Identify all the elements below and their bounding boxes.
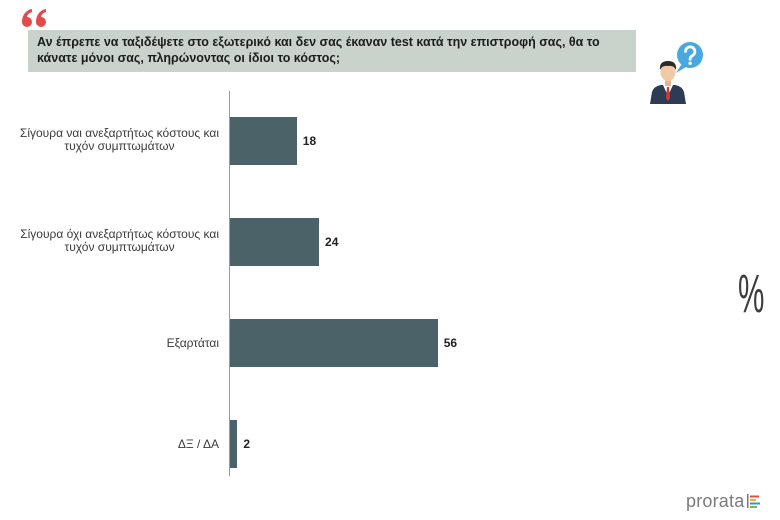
- category-label: Σίγουρα ναι ανεξαρτήτως κόστους και τυχό…: [20, 127, 219, 153]
- bar: [230, 117, 297, 165]
- category-label-container: Σίγουρα ναι ανεξαρτήτως κόστους και τυχό…: [0, 127, 219, 155]
- bar: [230, 420, 237, 468]
- category-label: Εξαρτάται: [167, 337, 219, 350]
- category-label-container: ΔΞ / ΔΑ: [0, 435, 219, 453]
- category-label: ΔΞ / ΔΑ: [178, 438, 219, 451]
- prorata-logo: prorata: [686, 489, 761, 513]
- value-label: 56: [444, 336, 457, 350]
- value-label: 2: [243, 437, 250, 451]
- value-label: 24: [325, 235, 338, 249]
- bar: [230, 218, 319, 266]
- category-label: Σίγουρα όχι ανεξαρτήτως κόστους και τυχό…: [20, 228, 219, 254]
- value-label: 18: [303, 134, 316, 148]
- category-label-container: Εξαρτάται: [0, 334, 219, 352]
- logo-text: prorata: [686, 491, 744, 512]
- unit-symbol: %: [738, 267, 764, 321]
- bar: [230, 319, 438, 367]
- category-label-container: Σίγουρα όχι ανεξαρτήτως κόστους και τυχό…: [0, 228, 219, 256]
- logo-bars-icon: [747, 493, 761, 509]
